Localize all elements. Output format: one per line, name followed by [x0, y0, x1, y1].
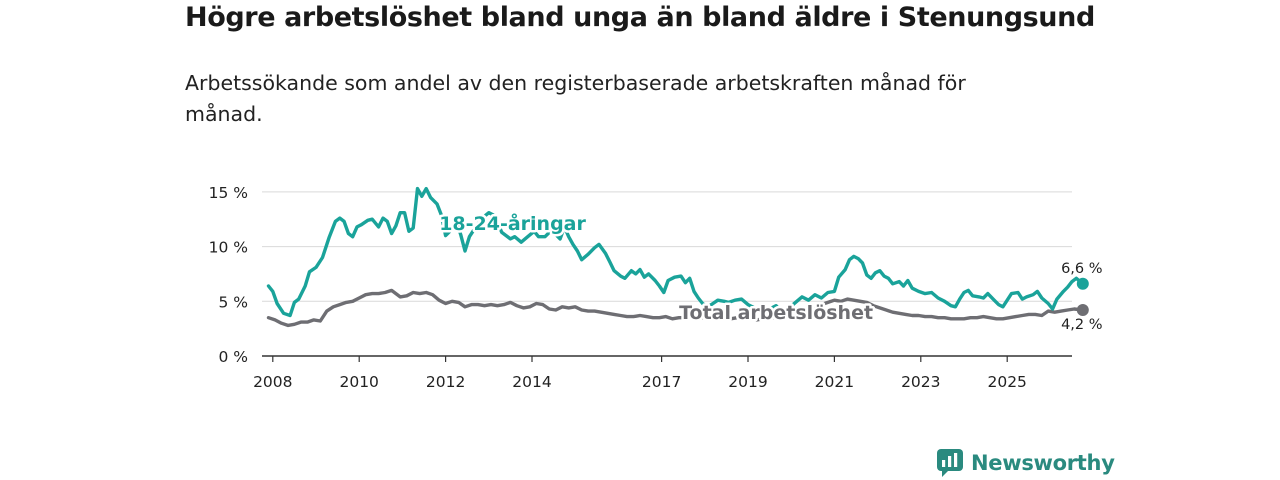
- newsworthy-logo-text: Newsworthy: [971, 451, 1115, 475]
- end-marker-total: [1076, 304, 1089, 317]
- chart-subtitle: Arbetssökande som andel av den registerb…: [185, 71, 966, 126]
- series-line-youth: [266, 186, 1085, 318]
- x-tick-label: 2023: [901, 373, 940, 391]
- x-tick-label: 2014: [512, 373, 551, 391]
- y-tick-label: 5 %: [218, 293, 248, 311]
- end-label-youth: 6,6 %: [1061, 261, 1102, 277]
- x-tick-label: 2008: [253, 373, 292, 391]
- end-label-total: 4,2 %: [1061, 317, 1102, 333]
- x-tick-label: 2012: [426, 373, 465, 391]
- x-tick-label: 2021: [815, 373, 854, 391]
- y-tick-label: 15 %: [209, 184, 248, 202]
- x-tick-label: 2017: [642, 373, 681, 391]
- end-marker-youth: [1076, 277, 1089, 290]
- y-tick-label: 0 %: [218, 348, 248, 366]
- x-tick-label: 2019: [728, 373, 767, 391]
- x-tick-label: 2010: [339, 373, 378, 391]
- y-tick-label: 10 %: [209, 239, 248, 257]
- series-line-total: [266, 288, 1085, 328]
- newsworthy-logo-icon: [937, 449, 963, 477]
- newsworthy-logo[interactable]: Newsworthy: [937, 449, 1115, 477]
- x-tick-label: 2025: [987, 373, 1026, 391]
- chart-title: Högre arbetslöshet bland unga än bland ä…: [185, 2, 1095, 33]
- series-label-youth: 18-24-åringar: [439, 211, 586, 235]
- series-label-total: Total arbetslöshet: [679, 302, 873, 324]
